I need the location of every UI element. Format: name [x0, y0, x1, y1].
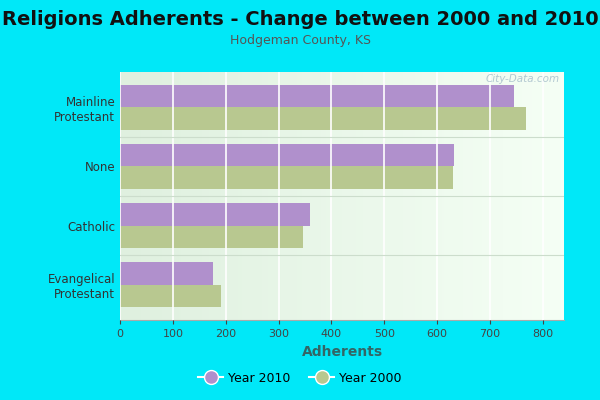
X-axis label: Adherents: Adherents	[301, 344, 383, 358]
Text: Hodgeman County, KS: Hodgeman County, KS	[229, 34, 371, 47]
Bar	[120, 203, 310, 226]
Bar	[120, 166, 453, 189]
Bar	[120, 108, 526, 130]
Text: City-Data.com: City-Data.com	[485, 74, 560, 84]
Text: Religions Adherents - Change between 2000 and 2010: Religions Adherents - Change between 200…	[2, 10, 598, 29]
Bar	[120, 284, 221, 307]
Bar	[120, 144, 454, 166]
Legend: Year 2010, Year 2000: Year 2010, Year 2000	[193, 367, 407, 390]
Bar	[120, 262, 212, 284]
Bar	[120, 85, 514, 108]
Bar	[120, 226, 304, 248]
